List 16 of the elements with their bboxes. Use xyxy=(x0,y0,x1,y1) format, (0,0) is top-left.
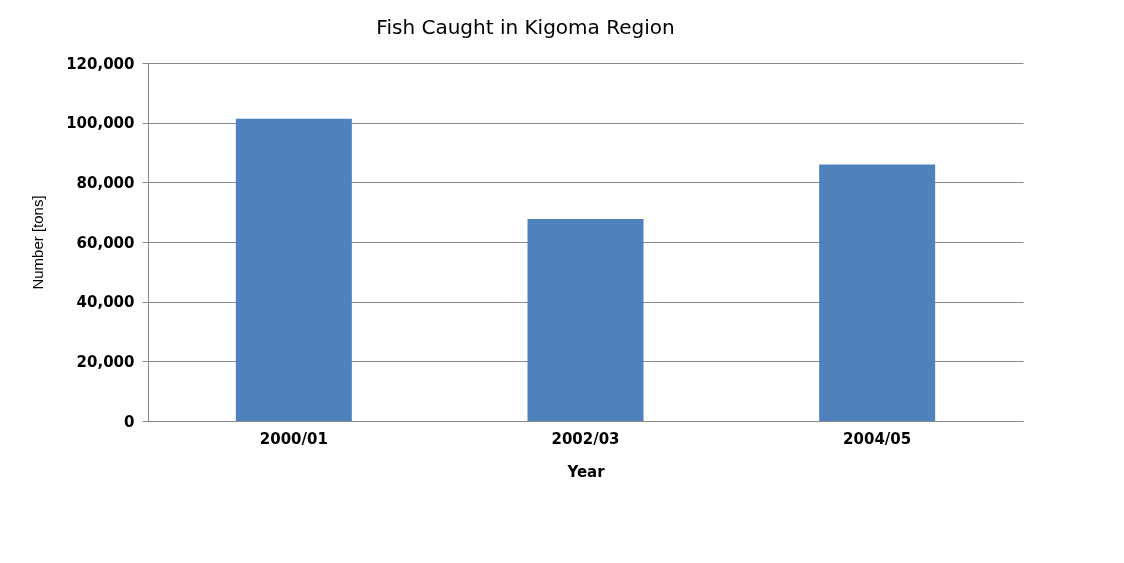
x-tick-label: 2002/03 xyxy=(551,429,620,448)
x-tick-label: 2000/01 xyxy=(259,429,328,448)
y-tick-label: 40,000 xyxy=(76,293,135,312)
y-tick-label: 0 xyxy=(124,412,135,431)
y-axis-title: Number [tons] xyxy=(29,195,47,290)
y-tick-label: 80,000 xyxy=(76,173,135,192)
x-axis-title: Year xyxy=(566,462,606,481)
bar xyxy=(235,118,352,421)
y-tick-label: 100,000 xyxy=(66,114,135,133)
chart-title: Fish Caught in Kigoma Region xyxy=(376,15,675,39)
bar xyxy=(819,164,936,421)
y-tick-label: 20,000 xyxy=(76,352,135,371)
x-tick-label: 2004/05 xyxy=(843,429,912,448)
bar xyxy=(527,219,644,421)
y-tick-label: 120,000 xyxy=(66,54,135,73)
y-tick-label: 60,000 xyxy=(76,233,135,252)
